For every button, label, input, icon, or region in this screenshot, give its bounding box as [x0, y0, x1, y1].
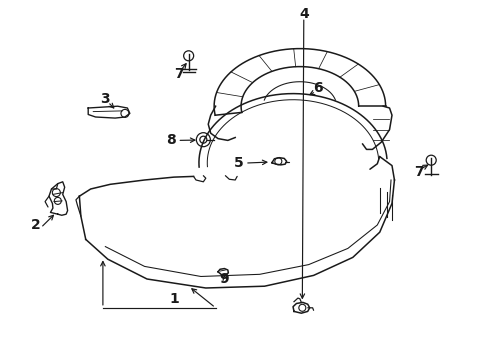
Text: 9: 9	[220, 272, 229, 286]
Text: 2: 2	[31, 218, 41, 232]
Text: 7: 7	[414, 165, 424, 179]
Text: 8: 8	[166, 134, 175, 147]
Text: 3: 3	[100, 92, 110, 106]
Text: 5: 5	[234, 156, 244, 170]
Text: 1: 1	[169, 292, 179, 306]
Text: 7: 7	[174, 67, 184, 81]
Text: 4: 4	[299, 7, 309, 21]
Text: 6: 6	[313, 81, 322, 95]
